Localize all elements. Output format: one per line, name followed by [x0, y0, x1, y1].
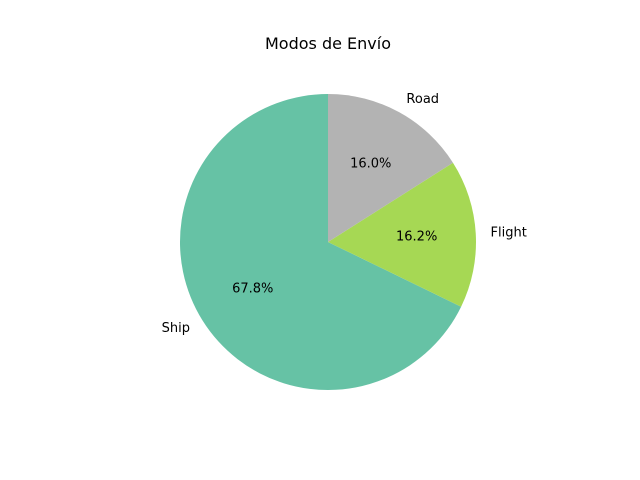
slice-percent-road: 16.0%	[350, 157, 391, 172]
slice-label-road: Road	[406, 92, 439, 107]
slice-label-flight: Flight	[491, 225, 527, 240]
pie-slice-road	[328, 94, 453, 242]
slice-percent-ship: 67.8%	[232, 282, 273, 297]
pie-slice-flight	[328, 162, 476, 307]
slice-percent-flight: 16.2%	[396, 229, 437, 244]
pie-labels: Ship 67.8% Flight 16.2% Road 16.0%	[162, 92, 527, 336]
pie-slices	[179, 94, 476, 390]
pie-slice-ship	[179, 94, 462, 390]
slice-label-ship: Ship	[162, 321, 190, 336]
chart-title: Modos de Envío	[265, 34, 391, 53]
